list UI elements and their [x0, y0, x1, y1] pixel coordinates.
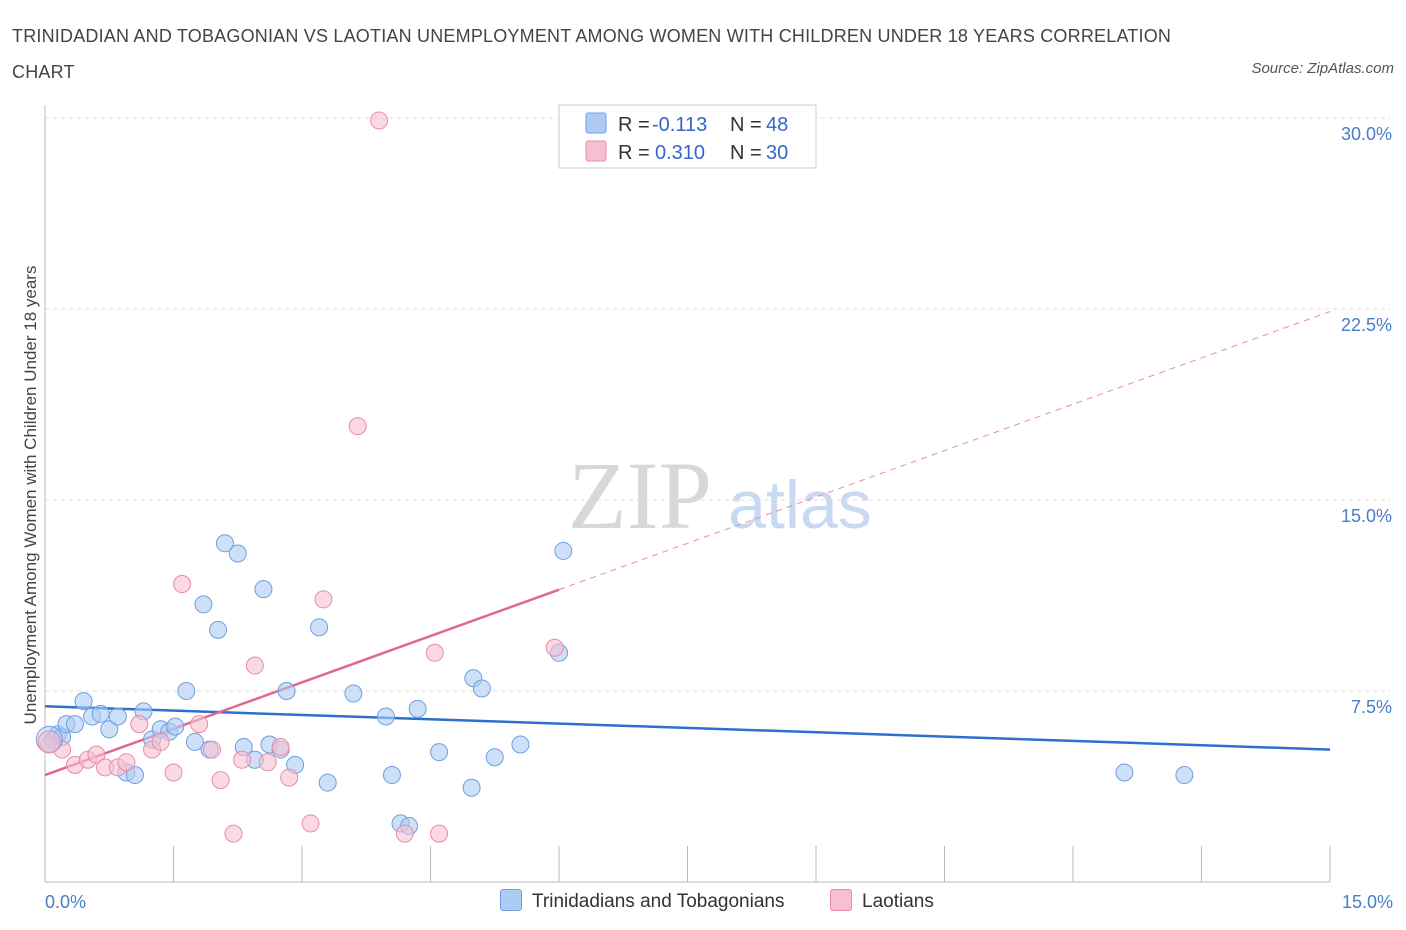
point-laotians — [211, 771, 230, 790]
trend-line-laotians-extension — [558, 311, 1331, 591]
point-trinidadians — [91, 704, 110, 723]
legend-r-value: 0.310 — [655, 142, 705, 164]
point-laotians — [224, 824, 243, 843]
legend-r-label: R = — [618, 114, 650, 136]
point-trinidadians — [100, 720, 119, 739]
legend-r-label: R = — [618, 142, 650, 164]
point-trinidadians — [430, 743, 449, 762]
trend-line-laotians — [44, 588, 560, 777]
x-tick-label: 0.0% — [45, 892, 86, 912]
point-trinidadians — [376, 707, 395, 726]
point-trinidadians — [472, 679, 491, 698]
point-laotians — [348, 417, 367, 436]
point-trinidadians — [166, 717, 185, 736]
legend-swatch-blue — [585, 112, 607, 134]
x-tick-label: 15.0% — [1342, 892, 1393, 912]
point-trinidadians — [310, 618, 329, 637]
point-laotians — [314, 590, 333, 609]
legend-label-laotians: Laotians — [862, 891, 934, 912]
point-trinidadians — [344, 684, 363, 703]
point-trinidadians — [209, 620, 228, 639]
point-laotians — [130, 715, 149, 734]
chart-title: TRINIDADIAN AND TOBAGONIAN VS LAOTIAN UN… — [12, 26, 1172, 82]
point-trinidadians — [254, 580, 273, 599]
point-trinidadians — [511, 735, 530, 754]
point-laotians — [233, 750, 252, 769]
watermark-zip: ZIP — [568, 442, 712, 549]
watermark: ZIP atlas — [568, 442, 872, 549]
y-tick-label: 7.5% — [1351, 697, 1392, 717]
point-laotians — [280, 768, 299, 787]
legend-n-value: 30 — [766, 142, 788, 164]
point-laotians — [190, 715, 209, 734]
point-trinidadians — [382, 766, 401, 785]
point-trinidadians — [277, 682, 296, 700]
point-trinidadians — [65, 715, 84, 734]
point-trinidadians — [74, 692, 93, 711]
point-laotians — [271, 738, 290, 757]
point-laotians — [395, 824, 414, 843]
point-trinidadians — [177, 682, 196, 700]
point-trinidadians — [554, 541, 573, 560]
point-trinidadians — [485, 748, 504, 767]
point-trinidadians — [462, 778, 481, 797]
legend-item-trinidadians: Trinidadians and Tobagonians — [500, 889, 784, 913]
point-laotians — [425, 643, 444, 662]
legend-swatch-pink — [830, 889, 852, 911]
point-laotians — [301, 814, 320, 833]
point-trinidadians — [228, 544, 247, 563]
point-trinidadians — [408, 699, 427, 718]
point-laotians — [164, 763, 183, 782]
y-axis-label: Unemployment Among Women with Children U… — [21, 266, 40, 725]
point-trinidadians — [194, 595, 213, 614]
point-trinidadians — [125, 766, 144, 785]
watermark-atlas: atlas — [728, 467, 872, 543]
legend-label-trinidadians: Trinidadians and Tobagonians — [532, 891, 785, 912]
point-trinidadians — [108, 707, 127, 726]
legend-n-label: N = — [730, 114, 762, 136]
legend-swatch-pink — [585, 140, 607, 162]
point-laotians — [430, 824, 449, 843]
point-laotians — [37, 730, 61, 754]
y-tick-label: 22.5% — [1341, 315, 1392, 335]
correlation-legend: R = -0.113 N = 48 R = 0.310 N = 30 — [558, 104, 817, 169]
point-trinidadians — [185, 732, 204, 751]
point-laotians — [245, 656, 264, 675]
legend-n-value: 48 — [766, 114, 788, 136]
point-laotians — [117, 753, 136, 772]
point-laotians — [87, 745, 106, 764]
point-laotians — [545, 638, 564, 657]
point-laotians — [203, 740, 222, 759]
point-laotians — [258, 753, 277, 772]
point-trinidadians — [318, 773, 337, 792]
legend-swatch-blue — [500, 889, 522, 911]
y-tick-label: 15.0% — [1341, 506, 1392, 526]
point-trinidadians — [215, 534, 234, 553]
y-tick-label: 30.0% — [1341, 124, 1392, 144]
trend-line-trinidadians — [44, 705, 1331, 751]
legend-r-value: -0.113 — [652, 114, 707, 136]
legend-n-label: N = — [730, 142, 762, 164]
point-trinidadians — [1175, 766, 1194, 785]
source-label: Source: ZipAtlas.com — [1251, 60, 1394, 77]
point-laotians — [370, 111, 389, 130]
point-laotians — [173, 575, 192, 594]
point-trinidadians — [1115, 763, 1134, 782]
legend-item-laotians: Laotians — [830, 889, 934, 913]
point-laotians — [151, 732, 170, 751]
